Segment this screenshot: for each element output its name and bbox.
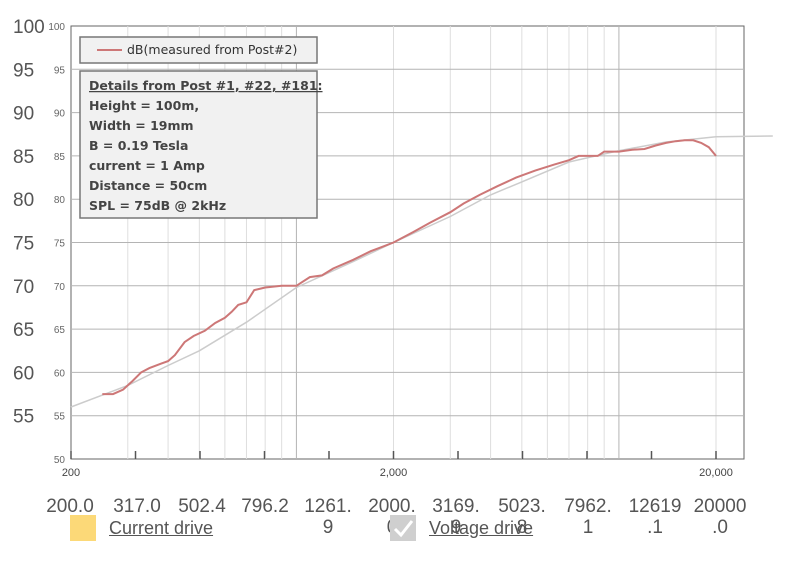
voltage-drive-label[interactable]: Voltage drive xyxy=(429,517,534,538)
x-value-label: 200.0 xyxy=(46,496,94,517)
y-tick-label-small: 95 xyxy=(54,65,66,76)
y-tick-label-large: 60 xyxy=(13,363,34,384)
voltage-drive-control[interactable]: Voltage drive xyxy=(390,513,533,543)
details-title: Details from Post #1, #22, #181: xyxy=(89,78,323,93)
y-tick-label-small: 100 xyxy=(48,22,65,33)
y-tick-label-large: 90 xyxy=(13,104,34,125)
x-value-label: 12619.1 xyxy=(628,496,682,538)
checkmark-icon xyxy=(393,520,414,538)
y-tick-label-large: 85 xyxy=(13,147,34,168)
y-tick-label-large: 55 xyxy=(13,407,34,428)
current-drive-swatch[interactable] xyxy=(70,515,96,541)
y-axis-labels-large: 100 95 90 85 80 75 70 65 60 55 xyxy=(13,17,45,428)
x-value-label: 7962. 1 xyxy=(564,496,612,538)
x-axis-labels: 200 2,000 20,000 xyxy=(62,467,733,479)
details-line: current = 1 Amp xyxy=(89,158,205,173)
x-value-label: 1261. 9 xyxy=(304,496,352,538)
y-tick-label-small: 80 xyxy=(54,195,66,206)
details-line: Height = 100m, xyxy=(89,98,199,113)
y-tick-label-small: 70 xyxy=(54,282,66,293)
y-tick-label-small: 60 xyxy=(54,368,66,379)
details-line: Distance = 50cm xyxy=(89,178,207,193)
x-tick-label: 200 xyxy=(62,467,80,479)
current-drive-label[interactable]: Current drive xyxy=(109,517,214,538)
x-tick-label: 20,000 xyxy=(699,467,733,479)
y-tick-label-small: 50 xyxy=(54,455,66,466)
series-line-predicted xyxy=(70,135,773,408)
y-tick-label-large: 95 xyxy=(13,60,34,81)
series-layer xyxy=(70,135,773,408)
series-line-measured xyxy=(102,139,717,396)
legend: dB(measured from Post#2) xyxy=(79,36,318,64)
x-axis-ticks xyxy=(70,451,717,459)
x-value-label: 317.0 xyxy=(113,496,161,517)
y-tick-label-small: 55 xyxy=(54,412,66,423)
y-tick-label-small: 90 xyxy=(54,109,66,120)
y-tick-label-large: 75 xyxy=(13,234,34,255)
x-value-label: 502.4 xyxy=(178,496,226,517)
details-box: Details from Post #1, #22, #181: Height … xyxy=(79,70,323,219)
current-drive-control[interactable]: Current drive xyxy=(70,513,213,543)
details-line: B = 0.19 Tesla xyxy=(89,138,188,153)
y-tick-label-large: 80 xyxy=(13,190,34,211)
y-tick-label-large: 65 xyxy=(13,320,34,341)
details-line: Width = 19mm xyxy=(89,118,194,133)
details-line: SPL = 75dB @ 2kHz xyxy=(89,198,226,213)
y-tick-label-large: 100 xyxy=(13,17,45,38)
y-tick-label-small: 75 xyxy=(54,239,66,250)
x-value-label: 3169. 9 xyxy=(432,496,480,538)
y-axis-labels-small: 100 95 90 85 80 75 70 65 60 55 50 xyxy=(48,22,65,466)
x-value-label: 796.2 xyxy=(241,496,289,517)
legend-label: dB(measured from Post#2) xyxy=(127,42,297,57)
x-value-label: 5023. 8 xyxy=(498,496,546,538)
y-tick-label-small: 65 xyxy=(54,325,66,336)
x-tick-label: 2,000 xyxy=(380,467,408,479)
x-value-label: 20000.0 xyxy=(693,496,747,538)
details-box-frame xyxy=(79,70,318,219)
y-tick-label-large: 70 xyxy=(13,277,34,298)
voltage-drive-checkbox[interactable] xyxy=(390,515,416,541)
y-tick-label-small: 85 xyxy=(54,152,66,163)
